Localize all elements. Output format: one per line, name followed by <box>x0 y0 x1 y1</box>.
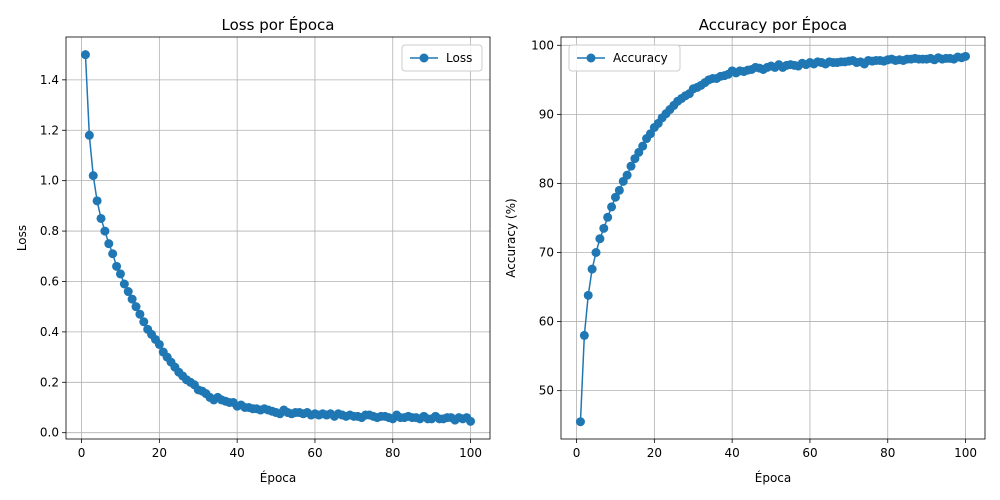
loss-x-tick-label: 40 <box>230 446 245 460</box>
accuracy-chart-title: Accuracy por Época <box>699 15 848 34</box>
accuracy-data-point <box>575 417 585 427</box>
accuracy-axes-frame <box>560 36 986 440</box>
loss-legend-label: Loss <box>446 51 472 65</box>
accuracy-y-tick-label: 50 <box>539 384 554 398</box>
loss-y-tick-label: 1.0 <box>40 174 59 188</box>
loss-x-tick-label: 60 <box>307 446 322 460</box>
accuracy-legend: Accuracy <box>568 44 681 72</box>
accuracy-y-tick-label: 90 <box>539 107 554 121</box>
loss-data-point <box>112 261 122 271</box>
accuracy-y-tick-label: 80 <box>539 176 554 190</box>
loss-series <box>80 50 476 426</box>
loss-legend: Loss <box>401 44 483 72</box>
accuracy-x-tick-label: 100 <box>954 446 977 460</box>
loss-y-axis-label: Loss <box>15 225 29 251</box>
loss-y-tick-label: 0.4 <box>40 325 59 339</box>
loss-axes-frame <box>65 36 491 440</box>
accuracy-x-tick-label: 80 <box>880 446 895 460</box>
loss-x-tick-label: 0 <box>78 446 86 460</box>
accuracy-data-point <box>603 212 613 222</box>
accuracy-legend-label: Accuracy <box>613 51 668 65</box>
accuracy-y-tick-label: 100 <box>531 38 554 52</box>
accuracy-data-point <box>579 330 589 340</box>
accuracy-chart: 0 20 40 60 80 100 50 60 70 80 90 100 Accuracy por Ép… <box>504 15 986 485</box>
loss-data-point <box>135 309 145 319</box>
loss-y-tick-label: 0.0 <box>40 426 59 440</box>
loss-grid <box>66 37 490 439</box>
loss-data-point <box>127 294 137 304</box>
accuracy-x-axis-label: Época <box>755 470 792 485</box>
loss-legend-box <box>401 44 483 72</box>
loss-y-tick-label: 1.2 <box>40 123 59 137</box>
accuracy-data-point <box>591 248 601 258</box>
loss-x-tick-label: 80 <box>385 446 400 460</box>
loss-data-point <box>108 249 118 259</box>
accuracy-data-point <box>638 141 648 151</box>
accuracy-y-tick-label: 60 <box>539 315 554 329</box>
loss-data-point <box>88 171 98 181</box>
accuracy-data-point <box>583 290 593 300</box>
loss-x-axis-label: Época <box>260 470 297 485</box>
loss-x-tick-label: 20 <box>152 446 167 460</box>
loss-y-tick-label: 0.2 <box>40 375 59 389</box>
loss-data-point <box>139 317 149 327</box>
loss-chart: 0 20 40 60 80 100 0.0 0.2 0.4 0.6 0.8 1.0 1.2 1.4 Loss… <box>15 15 491 485</box>
accuracy-data-point <box>587 264 597 274</box>
accuracy-data-point <box>610 192 620 202</box>
accuracy-data-point <box>614 185 624 195</box>
accuracy-data-point <box>626 161 636 171</box>
accuracy-legend-box <box>568 44 681 72</box>
accuracy-data-point <box>622 170 632 180</box>
accuracy-data-point <box>961 51 971 61</box>
loss-y-tick-label: 0.6 <box>40 274 59 288</box>
accuracy-grid <box>561 37 985 439</box>
accuracy-x-tick-label: 20 <box>647 446 662 460</box>
loss-data-point <box>466 416 476 426</box>
loss-data-point <box>92 196 102 206</box>
loss-x-tick-label: 100 <box>459 446 482 460</box>
accuracy-data-point <box>607 202 617 212</box>
loss-data-point <box>96 213 106 223</box>
loss-data-point <box>115 269 125 279</box>
loss-chart-title: Loss por Época <box>222 15 335 34</box>
loss-y-tick-label: 0.8 <box>40 224 59 238</box>
accuracy-x-tick-label: 0 <box>573 446 581 460</box>
loss-data-point <box>119 279 129 289</box>
accuracy-data-point <box>599 223 609 233</box>
loss-data-point <box>154 339 164 349</box>
accuracy-y-axis-label: Accuracy (%) <box>504 198 518 277</box>
loss-data-point <box>100 226 110 236</box>
accuracy-x-tick-label: 60 <box>802 446 817 460</box>
accuracy-x-tick-label: 40 <box>725 446 740 460</box>
loss-legend-marker <box>419 53 429 63</box>
loss-data-point <box>84 130 94 140</box>
accuracy-data-point <box>595 234 605 244</box>
loss-data-point <box>104 239 114 249</box>
accuracy-series <box>575 51 971 427</box>
loss-data-point <box>131 302 141 312</box>
loss-y-tick-label: 1.4 <box>40 73 59 87</box>
accuracy-y-tick-label: 70 <box>539 246 554 260</box>
loss-data-point <box>123 287 133 297</box>
accuracy-legend-marker <box>586 53 596 63</box>
loss-data-point <box>80 50 90 60</box>
